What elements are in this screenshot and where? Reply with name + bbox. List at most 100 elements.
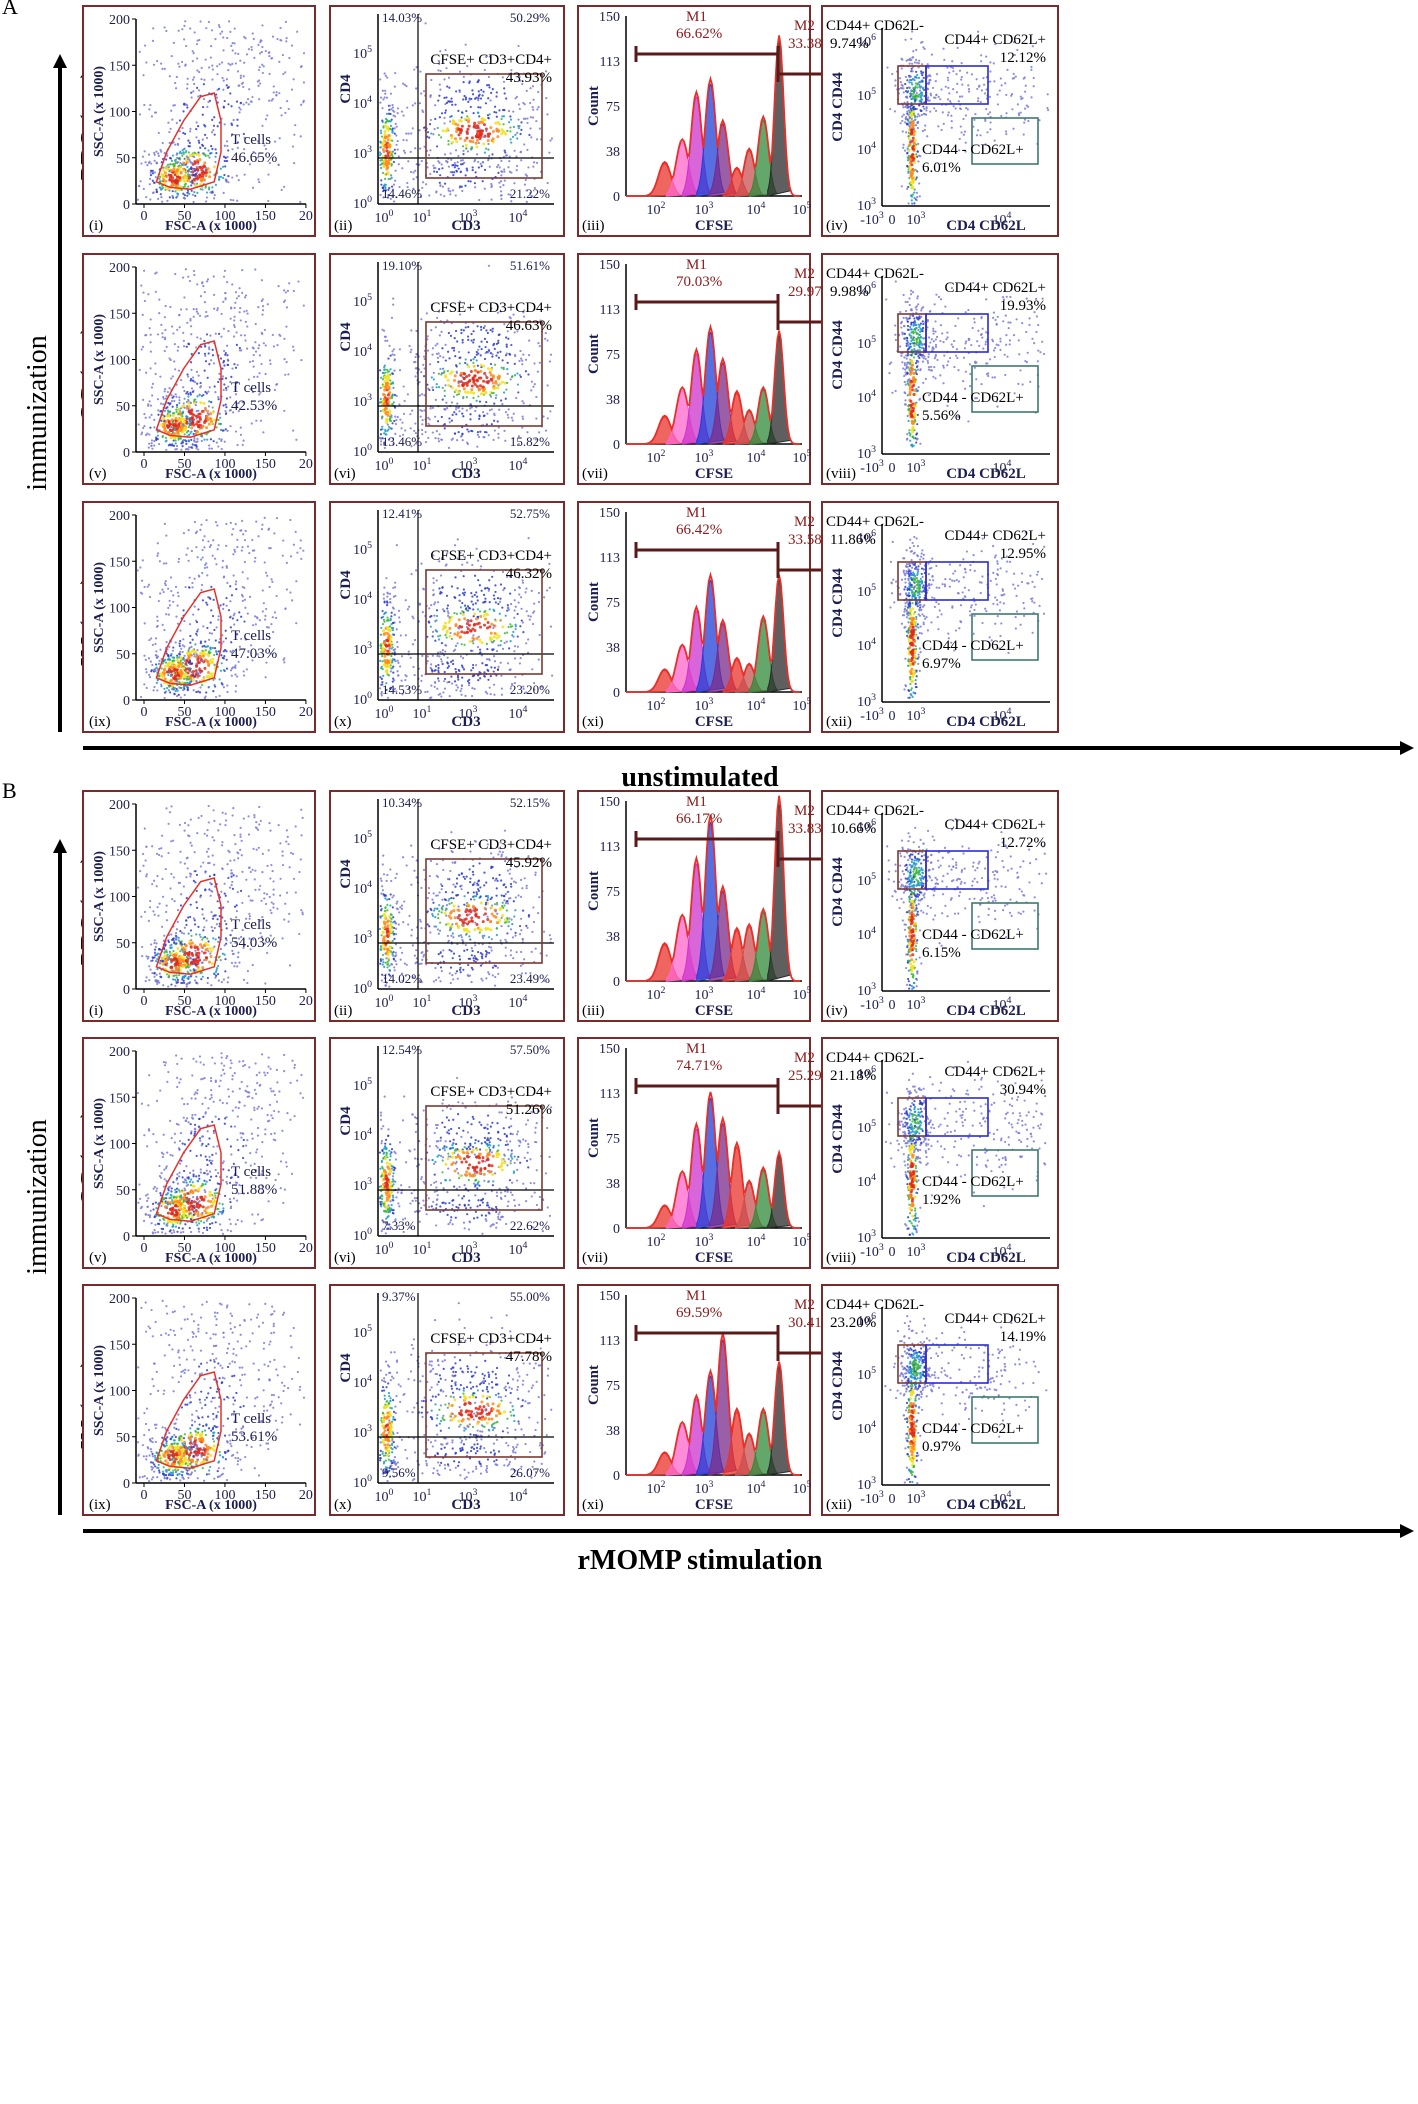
scatter-dot bbox=[162, 142, 164, 144]
scatter-dot bbox=[466, 168, 468, 170]
scatter-dot bbox=[238, 111, 240, 113]
scatter-dot bbox=[961, 76, 963, 78]
scatter-dot bbox=[412, 178, 414, 180]
scatter-dot bbox=[459, 362, 461, 364]
scatter-dot bbox=[894, 110, 896, 112]
scatter-dot bbox=[382, 138, 385, 141]
scatter-dot bbox=[978, 345, 980, 347]
scatter-dot bbox=[443, 97, 445, 99]
scatter-dot bbox=[382, 90, 384, 92]
scatter-dot bbox=[171, 429, 174, 432]
scatter-dot bbox=[178, 176, 181, 179]
scatter-dot bbox=[288, 108, 290, 110]
scatter-dot bbox=[215, 333, 217, 335]
scatter-dot bbox=[466, 363, 468, 365]
scatter-dot bbox=[384, 72, 386, 74]
scatter-dot bbox=[519, 133, 521, 135]
scatter-dot bbox=[169, 75, 171, 77]
scatter-dot bbox=[180, 442, 182, 444]
scatter-dot bbox=[237, 70, 239, 72]
scatter-dot bbox=[227, 364, 229, 366]
scatter-dot bbox=[149, 367, 151, 369]
scatter-dot bbox=[176, 157, 178, 159]
scatter-dot bbox=[460, 329, 462, 331]
scatter-dot bbox=[910, 98, 912, 100]
scatter-dot bbox=[195, 669, 198, 672]
count-tick-label: 150 bbox=[599, 258, 620, 273]
scatter-dot bbox=[386, 113, 388, 115]
scatter-dot bbox=[929, 99, 931, 101]
scatter-dot bbox=[201, 170, 204, 173]
dbl-label: CD44+ CD62L+ bbox=[944, 32, 1046, 48]
scatter-dot bbox=[157, 409, 159, 411]
scatter-dot bbox=[268, 100, 270, 102]
scatter-dot bbox=[923, 347, 925, 349]
scatter-dot bbox=[192, 50, 194, 52]
scatter-dot bbox=[922, 323, 924, 325]
scatter-dot bbox=[144, 622, 146, 624]
scatter-dot bbox=[169, 403, 171, 405]
scatter-dot bbox=[244, 339, 246, 341]
scatter-dot bbox=[215, 148, 217, 150]
scatter-dot bbox=[535, 396, 537, 398]
scatter-dot bbox=[231, 124, 233, 126]
scatter-dot bbox=[904, 381, 906, 383]
scatter-dot bbox=[257, 347, 259, 349]
scatter-dot bbox=[189, 424, 191, 426]
scatter-dot bbox=[513, 413, 515, 415]
scatter-dot bbox=[171, 400, 173, 402]
scatter-dot bbox=[488, 434, 490, 436]
scatter-dot bbox=[499, 166, 501, 168]
scatter-dot bbox=[969, 363, 971, 365]
scatter-dot bbox=[300, 135, 302, 137]
scatter-dot bbox=[234, 27, 236, 29]
scatter-dot bbox=[285, 21, 287, 23]
scatter-dot bbox=[205, 200, 207, 202]
scatter-dot bbox=[272, 631, 274, 633]
scatter-dot bbox=[447, 351, 449, 353]
scatter-dot bbox=[238, 107, 240, 109]
scatter-dot bbox=[174, 144, 176, 146]
scatter-dot bbox=[198, 71, 200, 73]
scatter-dot bbox=[491, 356, 493, 358]
fsc-tick-label: 150 bbox=[255, 457, 276, 472]
scatter-dot bbox=[960, 125, 962, 127]
scatter-dot bbox=[145, 417, 147, 419]
scatter-dot bbox=[516, 165, 518, 167]
scatter-dot bbox=[254, 560, 256, 562]
scatter-dot bbox=[498, 123, 501, 126]
cd62l-axis-label: CD4 CD62L bbox=[946, 466, 1026, 482]
scatter-dot bbox=[468, 430, 470, 432]
scatter-dot bbox=[454, 104, 456, 106]
scatter-dot bbox=[202, 106, 204, 108]
scatter-dot bbox=[420, 416, 422, 418]
scatter-dot bbox=[168, 387, 170, 389]
scatter-dot bbox=[443, 117, 445, 119]
scatter-dot bbox=[179, 119, 181, 121]
scatter-dot bbox=[149, 198, 151, 200]
scatter-dot bbox=[444, 423, 446, 425]
ssc-tick-label: 200 bbox=[109, 261, 130, 276]
scatter-dot bbox=[201, 67, 203, 69]
scatter-dot bbox=[187, 175, 189, 177]
scatter-dot bbox=[905, 301, 907, 303]
scatter-dot bbox=[167, 391, 169, 393]
scatter-dot bbox=[164, 350, 166, 352]
scatter-dot bbox=[454, 337, 456, 339]
scatter-dot bbox=[175, 442, 177, 444]
scatter-dot bbox=[392, 110, 394, 112]
scatter-dot bbox=[918, 84, 920, 86]
scatter-dot bbox=[225, 630, 227, 632]
scatter-dot bbox=[911, 410, 914, 413]
scatter-dot bbox=[240, 334, 242, 336]
scatter-dot bbox=[261, 46, 263, 48]
scatter-dot bbox=[472, 377, 475, 380]
scatter-dot bbox=[468, 125, 471, 128]
scatter-dot bbox=[302, 550, 304, 552]
scatter-dot bbox=[469, 140, 472, 143]
scatter-dot bbox=[191, 413, 194, 416]
gate-percent: 46.63% bbox=[506, 318, 552, 334]
scatter-dot bbox=[441, 416, 443, 418]
scatter-dot bbox=[483, 415, 485, 417]
scatter-dot bbox=[912, 436, 914, 438]
